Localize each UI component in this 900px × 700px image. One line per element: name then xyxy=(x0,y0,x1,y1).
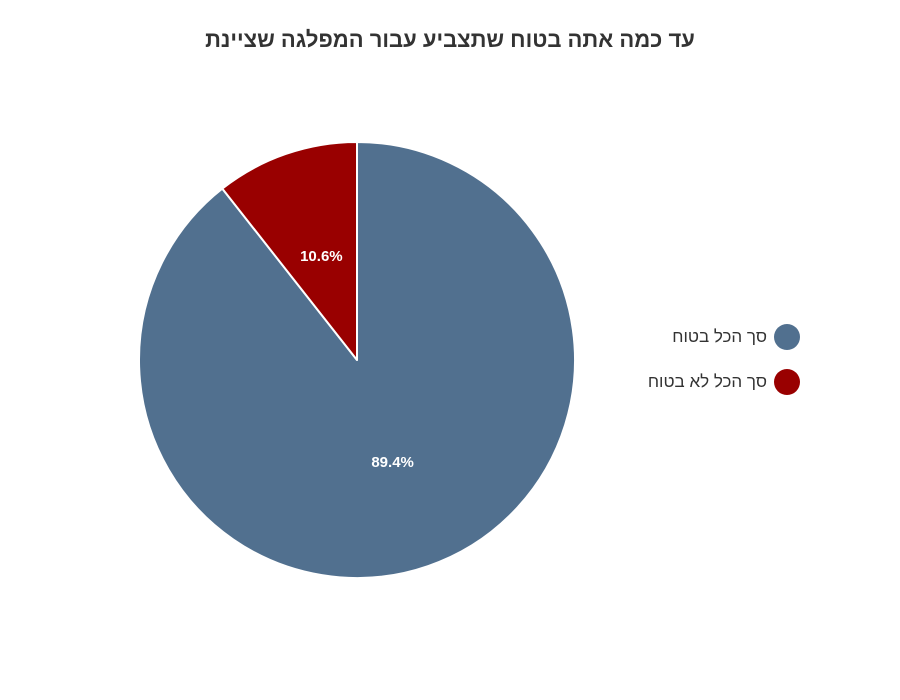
slice-label-sure: 89.4% xyxy=(371,454,414,471)
legend-item-sure[interactable]: סך הכל בטוח xyxy=(540,322,800,352)
legend-label-sure: סך הכל בטוח xyxy=(672,327,767,346)
slice-label-not-sure: 10.6% xyxy=(300,248,343,265)
chart-legend: סך הכל בטוח סך הכל לא בטוח xyxy=(540,322,800,412)
chart-title: עד כמה אתה בטוח שתצביע עבור המפלגה שציינ… xyxy=(205,27,695,52)
legend-item-not-sure[interactable]: סך הכל לא בטוח xyxy=(540,367,800,397)
pie-slice-labels: 89.4% 10.6% xyxy=(300,248,414,471)
legend-label-not-sure: סך הכל לא בטוח xyxy=(647,372,767,391)
pie-slice-not-sure[interactable] xyxy=(221,141,358,361)
legend-swatch-not-sure xyxy=(774,369,800,395)
pie-slices xyxy=(138,141,576,579)
legend-swatch-sure xyxy=(774,324,800,350)
